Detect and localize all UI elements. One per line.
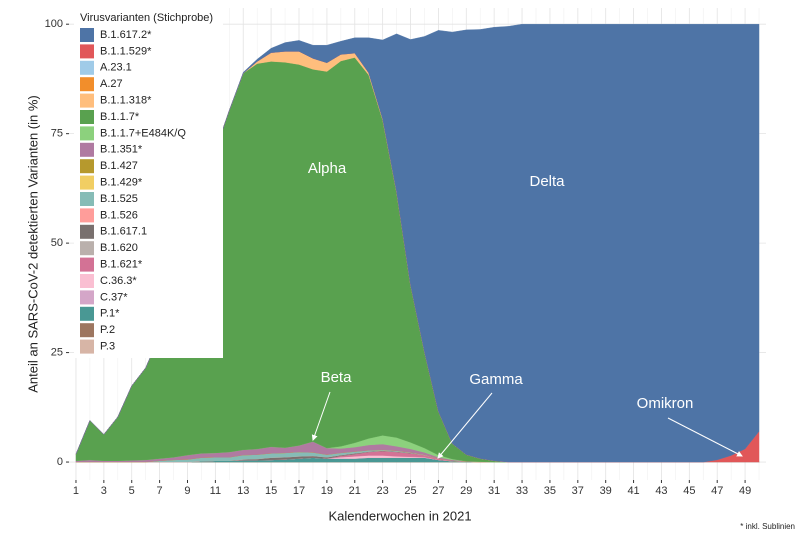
x-tick-label: 23 bbox=[377, 485, 389, 497]
x-tick-label: 25 bbox=[404, 485, 416, 497]
legend-swatch bbox=[80, 339, 94, 354]
x-tick-label: 43 bbox=[655, 485, 667, 497]
x-tick-label: 15 bbox=[265, 485, 277, 497]
legend-label: B.1.525 bbox=[100, 193, 138, 205]
legend-swatch bbox=[80, 126, 94, 141]
legend-label: C.36.3* bbox=[100, 275, 137, 287]
x-tick-label: 37 bbox=[572, 485, 584, 497]
legend-label: B.1.351* bbox=[100, 144, 143, 156]
legend-label: B.1.617.2* bbox=[100, 29, 152, 41]
x-tick-label: 17 bbox=[293, 485, 305, 497]
legend-swatch bbox=[80, 274, 94, 288]
x-axis-label: Kalenderwochen in 2021 bbox=[328, 508, 471, 523]
x-tick-label: 35 bbox=[544, 485, 556, 497]
x-tick-label: 33 bbox=[516, 485, 528, 497]
legend-label: C.37* bbox=[100, 291, 128, 303]
legend: Virusvarianten (Stichprobe) B.1.617.2* B.1… bbox=[74, 8, 223, 358]
legend-label: A.27 bbox=[100, 78, 123, 90]
x-tick-label: 45 bbox=[683, 485, 695, 497]
legend-swatch bbox=[80, 241, 94, 256]
legend-swatch bbox=[80, 306, 94, 321]
area bbox=[75, 24, 760, 463]
x-tick-label: 31 bbox=[488, 485, 500, 497]
x-tick-label: 29 bbox=[460, 485, 472, 497]
y-tick-label: 0 bbox=[57, 456, 63, 468]
legend-swatch bbox=[80, 224, 94, 239]
legend-swatch bbox=[80, 323, 94, 338]
legend-swatch bbox=[80, 60, 94, 75]
annotation: Gamma bbox=[469, 371, 523, 388]
legend-swatch bbox=[80, 290, 94, 305]
x-tick-label: 19 bbox=[321, 485, 333, 497]
legend-swatch bbox=[80, 257, 94, 272]
legend-label: B.1.1.529* bbox=[100, 45, 152, 57]
annotation: Delta bbox=[529, 173, 565, 190]
annotation-arrow bbox=[667, 417, 743, 457]
legend-label: B.1.621* bbox=[100, 259, 143, 271]
legend-swatch bbox=[80, 142, 94, 157]
annotation: Omikron bbox=[637, 395, 694, 412]
y-axis-label: Anteil an SARS-CoV-2 detektierten Varian… bbox=[25, 95, 40, 392]
legend-label: P.3 bbox=[100, 341, 115, 353]
legend-label: B.1.1.7+E484K/Q bbox=[100, 127, 186, 139]
legend-swatch bbox=[80, 44, 94, 59]
legend-swatch bbox=[80, 192, 94, 206]
annotation: Alpha bbox=[308, 160, 347, 177]
x-tick-label: 5 bbox=[129, 485, 135, 497]
x-tick-label: 3 bbox=[101, 485, 107, 497]
legend-box bbox=[74, 8, 223, 358]
legend-swatch bbox=[80, 110, 94, 124]
legend-label: P.1* bbox=[100, 308, 120, 320]
legend-label: B.1.1.7* bbox=[100, 111, 140, 123]
y-tick-label: 100 bbox=[45, 18, 63, 30]
x-tick-label: 13 bbox=[237, 485, 249, 497]
x-tick-label: 47 bbox=[711, 485, 723, 497]
x-tick-label: 39 bbox=[600, 485, 612, 497]
legend-label: P.2 bbox=[100, 324, 115, 336]
legend-label: A.23.1 bbox=[100, 62, 132, 74]
legend-swatch bbox=[80, 208, 94, 223]
legend-label: B.1.526 bbox=[100, 209, 138, 221]
x-tick-label: 11 bbox=[210, 485, 221, 497]
y-tick-label: 25 bbox=[51, 346, 63, 358]
legend-label: B.1.1.318* bbox=[100, 95, 152, 107]
legend-label: B.1.427 bbox=[100, 160, 138, 172]
x-tick-label: 1 bbox=[73, 485, 79, 497]
annotation: Beta bbox=[321, 369, 353, 386]
legend-label: B.1.620 bbox=[100, 242, 138, 254]
legend-label: B.1.617.1 bbox=[100, 226, 147, 238]
legend-swatch bbox=[80, 28, 94, 42]
legend-swatch bbox=[80, 175, 94, 190]
x-tick-label: 7 bbox=[157, 485, 163, 497]
footnote: * inkl. Sublinien bbox=[740, 522, 795, 531]
y-tick-label: 50 bbox=[51, 237, 63, 249]
x-tick-label: 21 bbox=[349, 485, 361, 497]
legend-swatch bbox=[80, 159, 94, 174]
x-tick-label: 41 bbox=[627, 485, 639, 497]
legend-swatch bbox=[80, 93, 94, 108]
annotation-arrow bbox=[437, 392, 493, 459]
x-tick-label: 49 bbox=[739, 485, 751, 497]
y-tick-label: 75 bbox=[51, 128, 63, 140]
x-tick-label: 27 bbox=[432, 485, 444, 497]
annotation-arrow bbox=[311, 391, 331, 441]
legend-title: Virusvarianten (Stichprobe) bbox=[80, 12, 213, 24]
legend-swatch bbox=[80, 77, 94, 92]
legend-label: B.1.429* bbox=[100, 177, 143, 189]
x-tick-label: 9 bbox=[184, 485, 190, 497]
